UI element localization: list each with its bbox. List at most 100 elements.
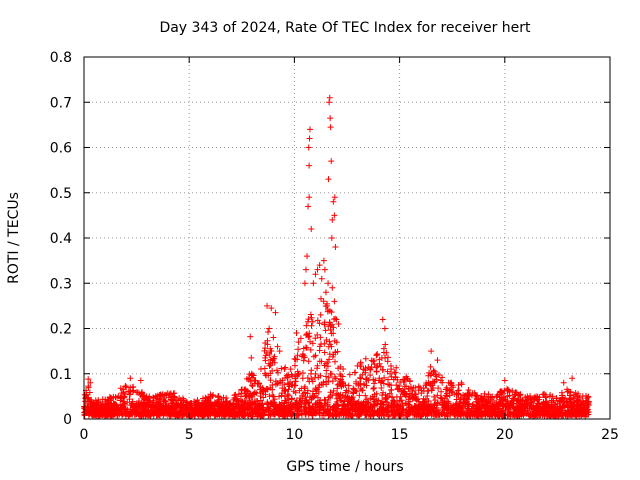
- data-point: [243, 393, 250, 400]
- data-point: [329, 216, 336, 223]
- data-point: [291, 355, 298, 362]
- data-point: [303, 405, 310, 412]
- data-point: [371, 380, 378, 387]
- data-point: [475, 413, 482, 420]
- data-point: [304, 390, 311, 397]
- data-point: [247, 378, 254, 385]
- data-point: [326, 308, 333, 315]
- data-point: [313, 387, 320, 394]
- data-point: [276, 393, 283, 400]
- data-point: [516, 391, 523, 398]
- data-point: [132, 405, 139, 412]
- data-point: [424, 393, 431, 400]
- data-point: [287, 366, 294, 373]
- data-point: [556, 411, 563, 418]
- data-point: [310, 280, 317, 287]
- data-point: [306, 408, 313, 415]
- data-point: [386, 390, 393, 397]
- data-point: [558, 389, 565, 396]
- data-point: [267, 347, 274, 354]
- data-point: [269, 357, 276, 364]
- data-point: [406, 409, 413, 416]
- data-point: [562, 403, 569, 410]
- data-point: [406, 390, 413, 397]
- data-point: [435, 371, 442, 378]
- data-point: [481, 409, 488, 416]
- data-point: [304, 375, 311, 382]
- data-point: [321, 266, 328, 273]
- data-point: [435, 385, 442, 392]
- data-point: [548, 404, 555, 411]
- data-point: [455, 387, 462, 394]
- data-point: [464, 401, 471, 408]
- data-point: [467, 412, 474, 419]
- data-point: [292, 382, 299, 389]
- data-point: [369, 404, 376, 411]
- data-point: [479, 396, 486, 403]
- data-point: [129, 384, 136, 391]
- data-point: [433, 402, 440, 409]
- data-point: [115, 393, 122, 400]
- data-point: [262, 345, 269, 352]
- data-point: [339, 402, 346, 409]
- data-point: [203, 411, 210, 418]
- data-point: [465, 386, 472, 393]
- data-point: [307, 346, 314, 353]
- data-point: [293, 397, 300, 404]
- data-point: [510, 404, 517, 411]
- data-point: [416, 405, 423, 412]
- data-point: [355, 413, 362, 420]
- y-tick-label: 0.2: [50, 322, 72, 338]
- data-point: [553, 394, 560, 401]
- data-point: [327, 124, 334, 131]
- y-tick-label: 0.5: [50, 186, 72, 202]
- data-point: [93, 410, 100, 417]
- data-point: [267, 370, 274, 377]
- data-point: [512, 389, 519, 396]
- data-point: [134, 389, 141, 396]
- data-point: [314, 362, 321, 369]
- data-point: [322, 397, 329, 404]
- data-point: [270, 334, 277, 341]
- data-point: [119, 394, 126, 401]
- data-point: [344, 394, 351, 401]
- data-point: [352, 369, 359, 376]
- data-point: [352, 408, 359, 415]
- data-point: [403, 393, 410, 400]
- data-point: [360, 380, 367, 387]
- data-point: [217, 403, 224, 410]
- data-point: [388, 373, 395, 380]
- data-point: [276, 348, 283, 355]
- data-point: [334, 385, 341, 392]
- data-point: [146, 393, 153, 400]
- data-point: [141, 393, 148, 400]
- data-point: [439, 401, 446, 408]
- x-tick-label: 5: [185, 427, 194, 443]
- data-point: [306, 126, 313, 133]
- data-point: [278, 365, 285, 372]
- data-point: [86, 409, 93, 416]
- data-point: [107, 413, 114, 420]
- data-point: [335, 320, 342, 327]
- data-point: [415, 395, 422, 402]
- data-point: [509, 387, 516, 394]
- data-point: [546, 411, 553, 418]
- data-point: [282, 388, 289, 395]
- data-point: [316, 262, 323, 269]
- data-point: [359, 371, 366, 378]
- data-point: [356, 392, 363, 399]
- data-point: [137, 413, 144, 420]
- data-point: [420, 395, 427, 402]
- data-point: [472, 410, 479, 417]
- data-point: [178, 400, 185, 407]
- data-point: [333, 316, 340, 323]
- data-point: [257, 390, 264, 397]
- data-point: [331, 298, 338, 305]
- data-point: [534, 412, 541, 419]
- data-point: [346, 371, 353, 378]
- data-point: [302, 266, 309, 273]
- data-point: [117, 385, 124, 392]
- data-point: [489, 406, 496, 413]
- data-point: [316, 320, 323, 327]
- data-point: [511, 406, 518, 413]
